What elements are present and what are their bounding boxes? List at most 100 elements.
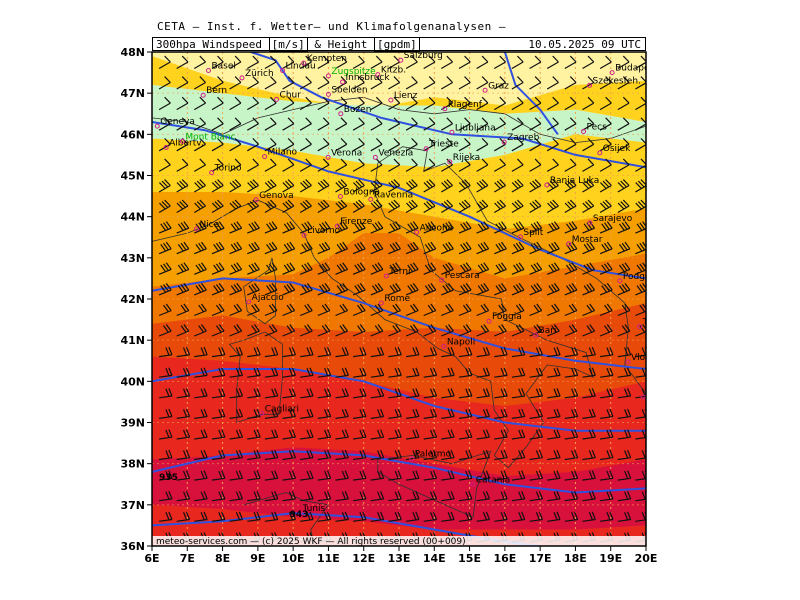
wind-barb <box>370 241 384 255</box>
wind-barb <box>582 303 596 317</box>
wind-barb <box>282 429 297 440</box>
wind-barb <box>335 449 349 461</box>
wind-barb <box>317 449 332 461</box>
wind-barb <box>176 470 191 481</box>
wind-barb <box>176 76 189 90</box>
wind-barb <box>405 137 418 152</box>
wind-barb <box>564 346 579 358</box>
wind-barb <box>494 346 508 358</box>
wind-barb <box>353 408 367 419</box>
wind-barb <box>493 179 506 193</box>
city-label: Lindau <box>286 62 316 72</box>
wind-barb <box>529 346 544 358</box>
city-label: Rijeka <box>453 153 480 163</box>
wind-barb <box>300 408 314 419</box>
city-label: Napoli <box>447 337 475 347</box>
wind-barb <box>441 221 454 234</box>
wind-barb <box>159 408 173 419</box>
wind-barb <box>158 303 172 317</box>
wind-barb <box>494 262 507 275</box>
city-marker <box>388 97 394 103</box>
wind-barb <box>388 303 401 317</box>
wind-barb <box>511 511 526 522</box>
wind-barb <box>406 491 420 502</box>
wind-barb <box>247 117 259 131</box>
city-marker <box>398 57 404 63</box>
lat-label: 40N <box>120 375 145 388</box>
wind-barb <box>264 511 279 522</box>
wind-barb <box>317 262 331 275</box>
wind-barb <box>264 449 279 461</box>
wind-barb <box>458 324 472 337</box>
wind-barb <box>300 346 314 358</box>
wind-barb <box>335 137 348 152</box>
wind-barb <box>547 491 561 502</box>
wind-barb <box>352 324 366 337</box>
wind-barb <box>282 346 297 358</box>
wind-barb <box>335 241 349 255</box>
wind-barb <box>423 221 437 234</box>
wind-barb <box>582 179 595 193</box>
wind-barb <box>511 76 524 90</box>
wind-barb <box>370 408 385 419</box>
wind-barb <box>194 449 208 461</box>
wind-barb <box>211 511 226 522</box>
wind-barb <box>158 241 172 255</box>
wind-barb <box>582 367 596 378</box>
wind-barb <box>247 158 259 172</box>
wind-barb <box>440 199 453 214</box>
wind-barb <box>158 324 172 337</box>
wind-barb <box>194 470 208 481</box>
wind-barb <box>529 283 543 296</box>
wind-barb <box>529 179 542 193</box>
city-label: Venezia <box>378 148 413 158</box>
wind-barb <box>405 221 419 234</box>
city-marker <box>325 91 331 97</box>
wind-barb <box>546 199 559 214</box>
city-marker <box>544 182 550 188</box>
wind-barb <box>370 429 385 440</box>
city-marker <box>375 72 381 78</box>
wind-barb <box>423 346 438 358</box>
lon-label: 14E <box>423 552 446 565</box>
wind-barb <box>158 55 171 70</box>
wind-barb <box>440 137 453 152</box>
wind-barb <box>405 324 419 337</box>
wind-barb <box>564 76 577 90</box>
wind-barb <box>353 511 367 522</box>
wind-barb <box>493 55 506 70</box>
wind-barb <box>247 262 260 275</box>
wind-barb <box>370 179 383 193</box>
wind-barb <box>317 158 330 172</box>
wind-barb <box>423 179 436 193</box>
city-label: Graz <box>488 81 509 91</box>
wind-barb <box>458 429 473 440</box>
wind-barb <box>600 449 614 461</box>
wind-barb <box>211 137 224 152</box>
wind-barb <box>546 221 560 234</box>
wind-barb <box>335 303 349 317</box>
wind-barb <box>440 179 453 193</box>
wind-barb <box>440 55 453 70</box>
lon-label: 17E <box>529 552 552 565</box>
city-label: Genova <box>259 191 294 201</box>
wind-barb <box>370 96 383 111</box>
wind-barb <box>405 283 419 296</box>
wind-barb <box>317 303 331 317</box>
wind-barb <box>600 470 614 481</box>
product-mid: & Height <box>314 38 368 51</box>
wind-barb <box>159 491 173 502</box>
wind-barb <box>194 429 208 440</box>
wind-barb <box>388 283 401 296</box>
height-isolines <box>152 52 646 546</box>
wind-barb <box>423 449 438 461</box>
city-marker <box>423 146 429 152</box>
wind-barb <box>247 367 261 378</box>
city-label: Ravenna <box>374 190 413 200</box>
wind-barb <box>476 179 489 193</box>
city-marker <box>280 68 286 74</box>
wind-barb <box>370 470 385 481</box>
wind-barb <box>494 367 508 378</box>
city-marker <box>239 75 245 81</box>
